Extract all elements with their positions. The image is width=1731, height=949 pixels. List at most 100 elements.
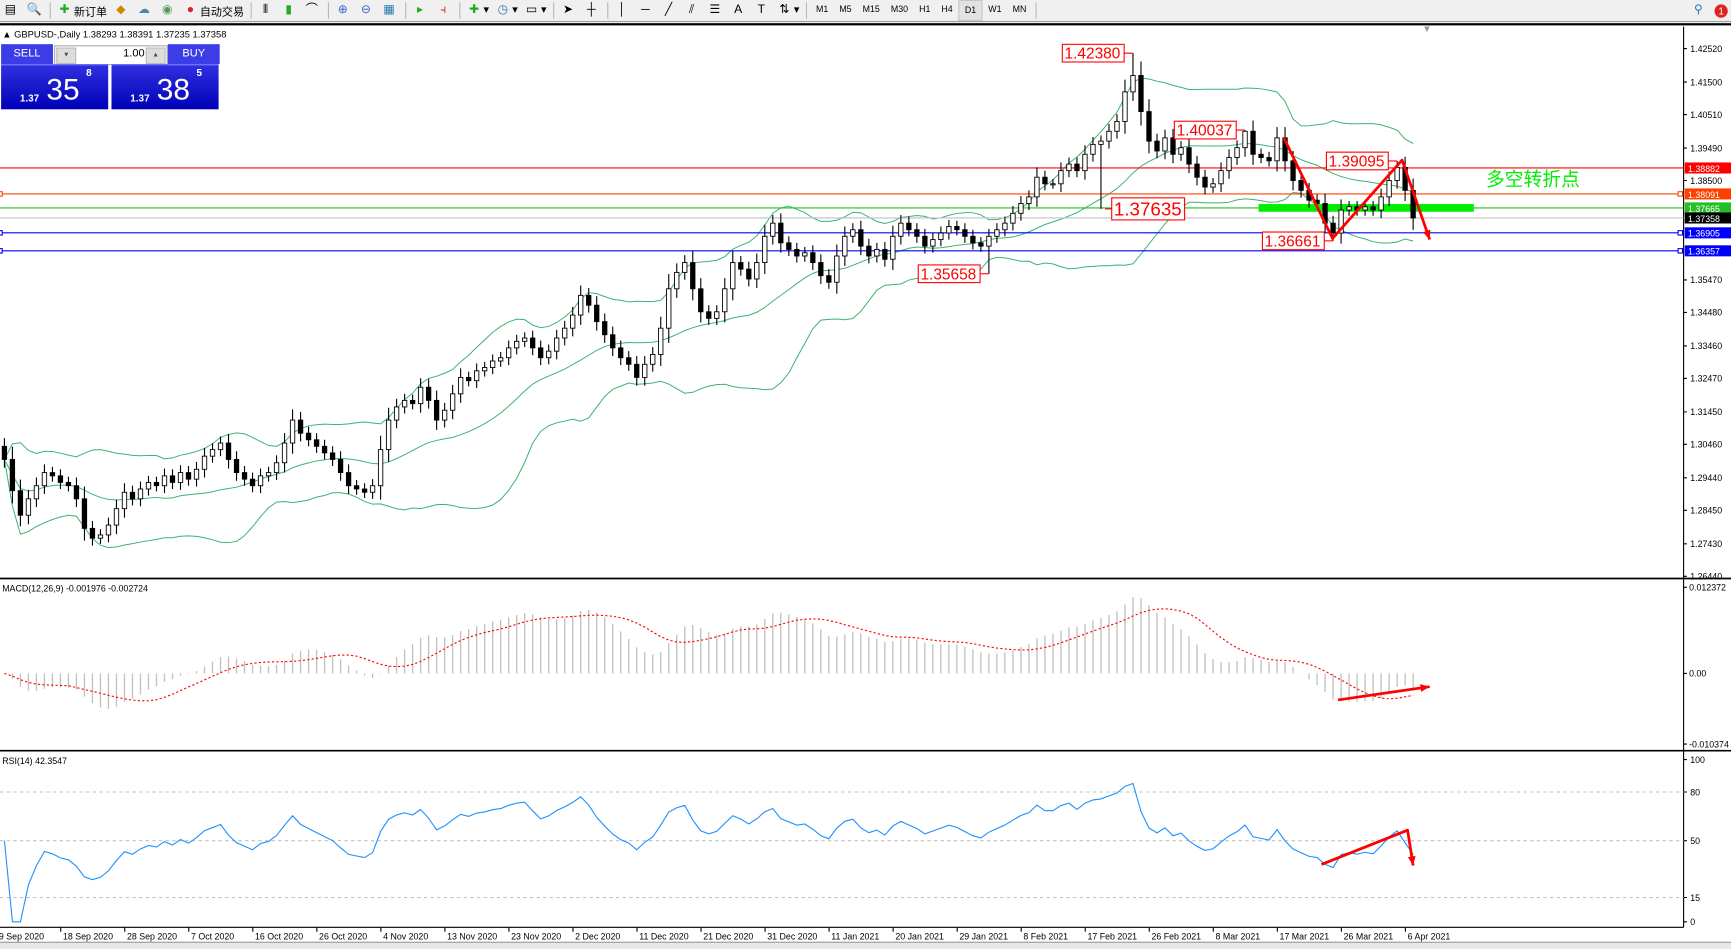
bear-candle-body [49,472,56,477]
channel-button[interactable]: ⫽ [681,1,704,20]
text-label-button[interactable]: T [751,1,774,20]
bull-candle-body [1082,153,1088,172]
arrows-button[interactable]: ⇅ ▾ [774,1,803,20]
auto-trading-button[interactable]: ● 自动交易 [180,1,247,20]
collapse-icon[interactable]: ▲ [2,28,15,40]
price-line-label: 1.36905 [1688,229,1720,239]
candle [465,371,472,387]
lot-increase-button[interactable]: ▲ [145,47,166,65]
zoom-out-button[interactable]: ⊖ [355,1,378,20]
periods-button[interactable]: ◷ ▾ [497,3,518,17]
timeframe-m30[interactable]: M30 [890,4,909,15]
zoom-in-button[interactable]: ⊕ [332,1,355,20]
chart-canvas[interactable]: 1.42520 1.41500 1.40510 1.39490 1.38500 1.354… [0,25,1731,944]
bull-candle-body [986,235,992,247]
lot-size-value[interactable]: 1.00 [123,47,145,60]
bear-candle-body [129,491,136,500]
timeframe-m1[interactable]: M1 [815,4,829,15]
buy-button[interactable]: BUY [167,44,220,65]
arrows-icon: ⇅ [779,3,790,17]
lot-decrease-button[interactable]: ▼ [56,47,77,65]
search-button[interactable]: ⚲ [1688,1,1711,20]
candle [441,402,448,428]
candle [353,479,360,495]
bull-candle-body [570,314,576,329]
timeframe-m15[interactable]: M15 [862,4,880,15]
line-handle [0,191,3,197]
signals-button[interactable]: ◉ [157,1,180,20]
bear-candle-body [746,268,752,280]
candle [578,285,584,325]
indicators-button[interactable]: ✚ ▾ [464,1,493,20]
bull-candle-body [770,222,776,237]
search-icon: ⚲ [1694,3,1703,17]
candlestick-button[interactable]: ▮ [278,1,301,20]
zoom-tool-button[interactable]: 🔍 [23,1,46,20]
horizontal-line-button[interactable]: ─ [635,1,658,20]
crosshair-button[interactable]: ┼ [581,1,604,20]
timeframe-h1[interactable]: H1 [919,4,931,15]
macd-tick-label: 0.00 [1689,669,1706,679]
price-tick-label: 1.32470 [1690,374,1722,384]
chart-window-button[interactable]: ▤ [0,1,23,20]
fibonacci-button[interactable]: ☰ [704,1,727,20]
notifications-button[interactable]: 1 [1711,1,1731,20]
candle [233,451,240,481]
bear-candle-body [826,275,832,283]
candle [850,223,856,243]
timeframe-m5[interactable]: M5 [839,4,852,15]
bull-candle-body [201,455,208,470]
text-button[interactable]: A [728,1,751,20]
buy-price[interactable]: 1.37 38 5 [111,64,219,110]
autoscroll-button[interactable]: ▸ [410,1,433,20]
cursor-button[interactable]: ➤ [558,1,581,20]
candle [1026,190,1032,211]
bull-candle-body [850,229,856,237]
timeframe-h4[interactable]: H4 [941,4,953,15]
new-order-button[interactable]: ✚ 新订单 [54,1,110,20]
bull-candle-body [209,449,216,457]
date-tick-label: 21 Dec 2020 [703,932,753,942]
annotation-price: 1.37635 [1114,199,1182,220]
annotation-box [1261,231,1325,251]
candle [1258,148,1264,164]
trendline-button[interactable]: ╱ [658,1,681,20]
price-tick-label: 1.40510 [1690,110,1722,120]
bar-chart-button[interactable]: ⫴ [255,1,278,20]
vertical-line-button[interactable]: │ [612,1,635,20]
bull-candle-body [522,337,528,342]
candle [898,214,904,245]
candle [1250,120,1256,165]
candle [1058,162,1064,192]
chart-window[interactable]: 1.42520 1.41500 1.40510 1.39490 1.38500 1.354… [0,23,1731,944]
bear-candle-body [1194,163,1200,178]
candle [409,394,416,410]
date-tick-label: 8 Mar 2021 [1216,932,1261,942]
sell-button[interactable]: SELL [1,44,53,65]
price-tick-label: 1.38500 [1690,176,1722,186]
candle [786,236,792,256]
tile-windows-button[interactable]: ▦ [379,1,402,20]
text-label-icon: T [757,3,766,17]
separator [553,2,555,19]
date-tick-label: 9 Sep 2020 [0,932,44,942]
metaeditor-button[interactable]: ◆ [110,1,133,20]
candle [1106,123,1112,149]
timeframe-mn[interactable]: MN [1012,4,1027,15]
bull-candle-body [401,399,408,408]
bull-candle-body [842,235,848,257]
sell-price[interactable]: 1.37 35 8 [1,64,109,110]
chart-shift-button[interactable]: ⫞ [433,1,456,20]
timeframe-d1[interactable]: D1 [958,0,983,21]
bull-candle-body [1010,212,1016,224]
line-chart-button[interactable]: ⌒ [301,1,324,20]
price-tick-label: 1.34480 [1690,308,1722,318]
vertical-line-icon: │ [618,3,627,17]
timeframe-w1[interactable]: W1 [988,4,1002,15]
bear-candle-body [858,229,864,247]
templates-button[interactable]: ▭ ▾ [525,3,547,17]
lot-size-field[interactable]: ▼ 1.00 ▲ [54,45,168,66]
terminal-button[interactable]: ☁ [134,1,157,20]
separator [49,2,51,19]
